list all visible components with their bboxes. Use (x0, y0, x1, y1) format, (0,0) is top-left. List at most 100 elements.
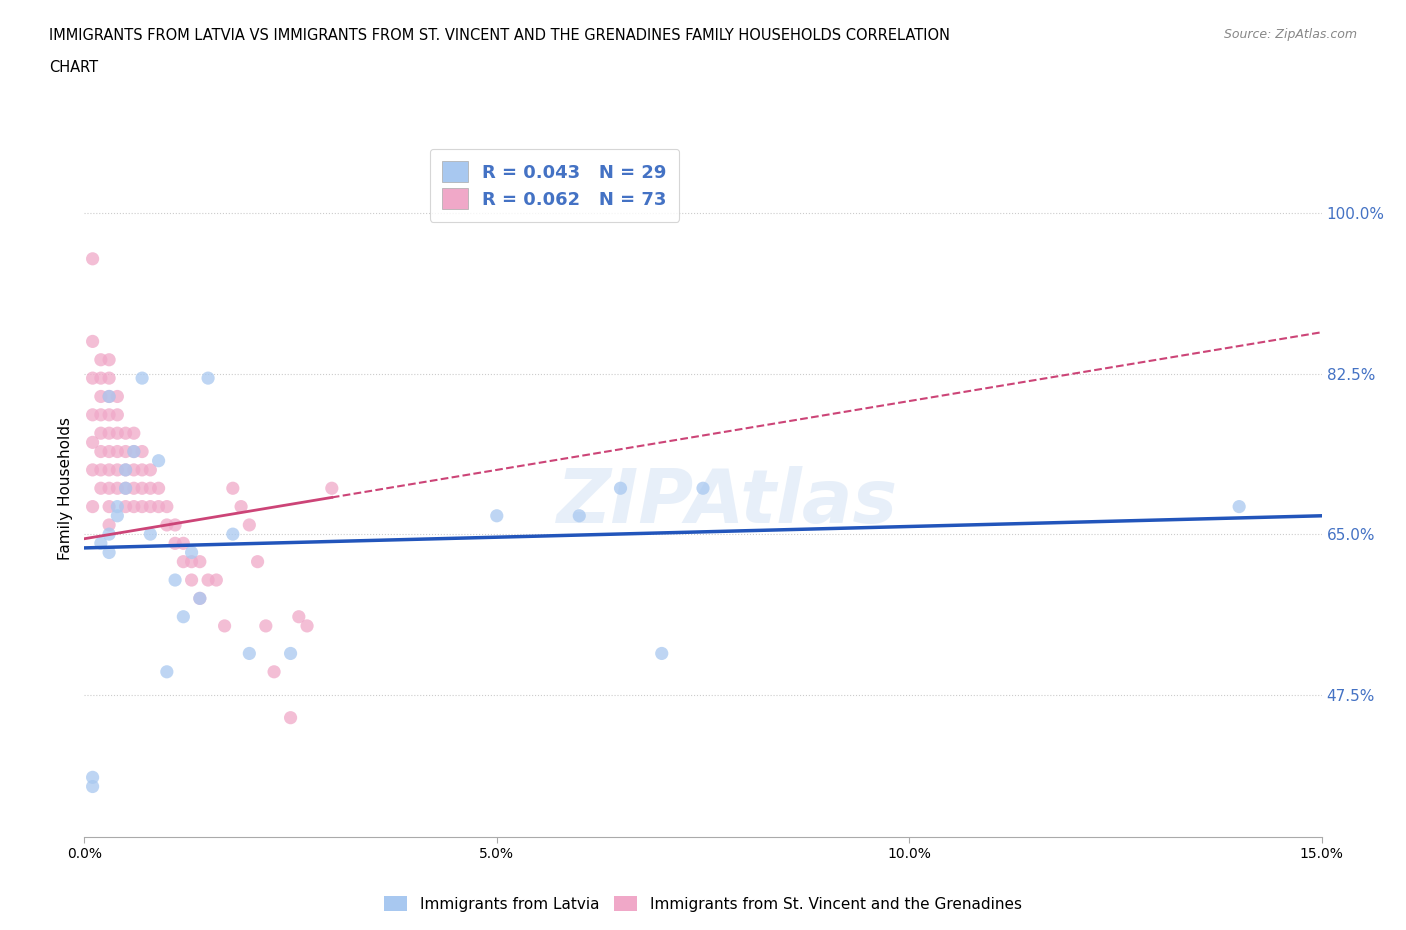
Point (238, 517, 260, 532)
Point (197, 371, 219, 386)
Point (114, 499, 136, 514)
Point (90, 371, 112, 386)
Point (295, 618, 318, 633)
Point (122, 445, 145, 459)
Point (82, 462, 104, 477)
Point (280, 711, 302, 725)
Point (90, 481, 112, 496)
Point (188, 554, 211, 569)
Point (98, 445, 121, 459)
Point (105, 389, 128, 404)
Point (246, 554, 269, 569)
Point (172, 609, 194, 624)
Point (205, 573, 228, 588)
Y-axis label: Family Households: Family Households (58, 417, 73, 560)
Point (98, 462, 121, 477)
Point (98, 517, 121, 532)
Point (105, 499, 128, 514)
Point (165, 517, 187, 532)
Point (222, 481, 245, 496)
Point (321, 481, 343, 496)
Point (90, 426, 112, 441)
Point (188, 591, 211, 605)
Point (122, 481, 145, 496)
Point (139, 526, 162, 541)
Point (105, 462, 128, 477)
Point (485, 509, 508, 524)
Text: IMMIGRANTS FROM LATVIA VS IMMIGRANTS FROM ST. VINCENT AND THE GRENADINES FAMILY : IMMIGRANTS FROM LATVIA VS IMMIGRANTS FRO… (49, 28, 950, 43)
Point (156, 517, 179, 532)
Point (609, 481, 631, 496)
Point (82, 779, 104, 794)
Point (98, 526, 121, 541)
Legend: Immigrants from Latvia, Immigrants from St. Vincent and the Grenadines: Immigrants from Latvia, Immigrants from … (378, 889, 1028, 918)
Point (114, 481, 136, 496)
Point (98, 389, 121, 404)
Point (139, 462, 162, 477)
Point (98, 352, 121, 367)
Point (148, 499, 170, 514)
Point (82, 435, 104, 450)
Point (172, 536, 194, 551)
Point (90, 352, 112, 367)
Point (288, 609, 311, 624)
Point (98, 407, 121, 422)
Point (131, 499, 153, 514)
Point (148, 453, 170, 468)
Point (131, 445, 153, 459)
Point (90, 445, 112, 459)
Point (148, 481, 170, 496)
Point (114, 426, 136, 441)
Point (105, 426, 128, 441)
Point (139, 481, 162, 496)
Point (105, 445, 128, 459)
Point (82, 334, 104, 349)
Point (90, 536, 112, 551)
Point (105, 509, 128, 524)
Point (114, 462, 136, 477)
Point (82, 499, 104, 514)
Point (98, 499, 121, 514)
Point (188, 591, 211, 605)
Point (263, 664, 285, 679)
Point (114, 462, 136, 477)
Point (82, 770, 104, 785)
Point (131, 462, 153, 477)
Point (180, 573, 202, 588)
Point (98, 389, 121, 404)
Text: CHART: CHART (49, 60, 98, 75)
Point (98, 545, 121, 560)
Point (172, 554, 194, 569)
Point (131, 481, 153, 496)
Point (98, 426, 121, 441)
Point (98, 371, 121, 386)
Point (229, 499, 252, 514)
Point (90, 407, 112, 422)
Point (180, 545, 202, 560)
Point (82, 407, 104, 422)
Point (82, 251, 104, 266)
Point (156, 664, 179, 679)
Text: Source: ZipAtlas.com: Source: ZipAtlas.com (1223, 28, 1357, 41)
Point (105, 481, 128, 496)
Point (122, 499, 145, 514)
Point (165, 573, 187, 588)
Point (280, 646, 302, 661)
Point (122, 462, 145, 477)
Point (180, 554, 202, 569)
Point (114, 481, 136, 496)
Point (90, 389, 112, 404)
Point (1227, 499, 1250, 514)
Point (139, 499, 162, 514)
Point (90, 462, 112, 477)
Point (98, 481, 121, 496)
Point (105, 407, 128, 422)
Point (254, 618, 277, 633)
Point (651, 646, 673, 661)
Point (114, 445, 136, 459)
Point (165, 536, 187, 551)
Text: ZIPAtlas: ZIPAtlas (557, 466, 898, 538)
Point (156, 499, 179, 514)
Point (238, 646, 260, 661)
Point (122, 426, 145, 441)
